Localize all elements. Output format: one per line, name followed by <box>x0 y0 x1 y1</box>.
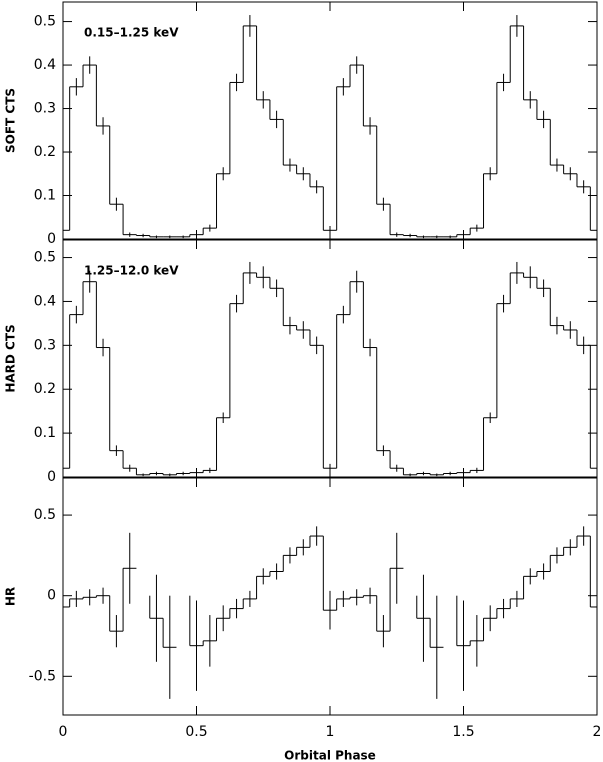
y-tick-label: -0.5 <box>29 668 56 684</box>
x-tick-label: 1 <box>326 724 335 740</box>
y-tick-label: 0 <box>47 588 56 604</box>
y-tick-label: 0.1 <box>34 425 56 441</box>
y-axis-label: HR <box>4 587 18 606</box>
y-tick-label: 0.5 <box>34 507 56 523</box>
y-tick-label: 0.4 <box>34 293 56 309</box>
x-axis-label: Orbital Phase <box>284 749 376 762</box>
x-tick-label: 2 <box>593 724 602 740</box>
annotation: 1.25–12.0 keV <box>84 264 179 278</box>
annotation: 0.15–1.25 keV <box>84 26 179 40</box>
y-tick-label: 0.5 <box>34 14 56 30</box>
y-tick-label: 0.2 <box>34 381 56 397</box>
y-tick-label: 0.3 <box>34 101 56 117</box>
y-tick-label: 0.2 <box>34 144 56 160</box>
y-tick-label: 0 <box>47 231 56 247</box>
y-tick-label: 0.5 <box>34 250 56 266</box>
y-axis-label: HARD CTS <box>4 324 18 392</box>
y-tick-label: 0 <box>47 469 56 485</box>
x-tick-label: 1.5 <box>452 724 474 740</box>
y-tick-label: 0.4 <box>34 57 56 73</box>
x-tick-label: 0 <box>59 724 68 740</box>
y-tick-label: 0.3 <box>34 337 56 353</box>
x-tick-label: 0.5 <box>185 724 207 740</box>
y-axis-label: SOFT CTS <box>4 88 18 153</box>
y-tick-label: 0.1 <box>34 188 56 204</box>
